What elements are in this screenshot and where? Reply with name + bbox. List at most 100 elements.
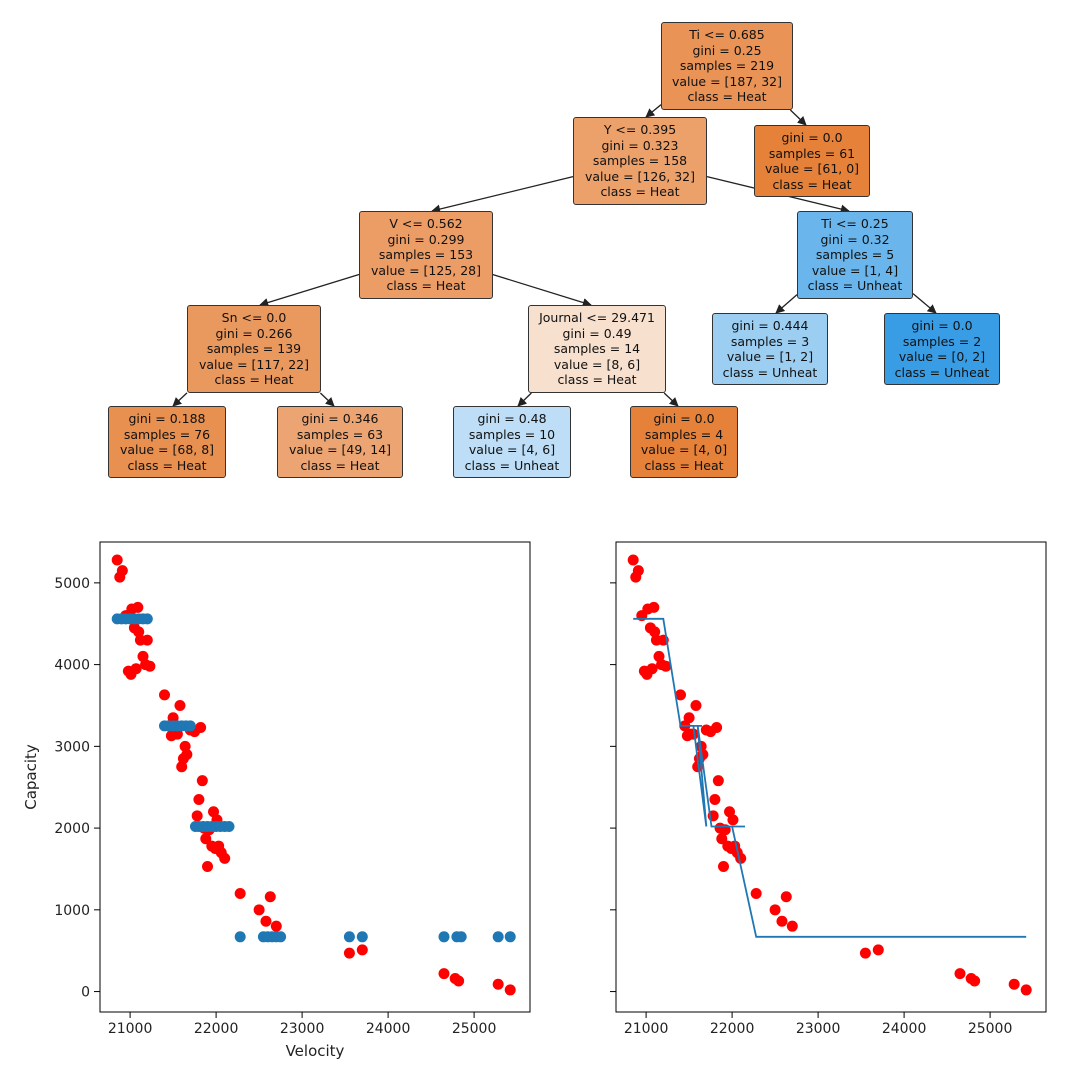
tree-node-line: Sn <= 0.0 — [221, 310, 287, 325]
tree-edge — [912, 293, 937, 314]
tree-node-line: samples = 153 — [378, 247, 474, 262]
y-tick-label: 4000 — [54, 658, 90, 674]
tree-node-line: class = Heat — [214, 372, 294, 387]
x-tick-label: 22000 — [710, 1021, 755, 1037]
actual-point — [133, 626, 145, 638]
actual-point — [234, 887, 246, 899]
tree-node-line: gini = 0.299 — [387, 231, 465, 247]
tree-edge — [259, 273, 360, 307]
tree-node-n12: gini = 0.0 samples = 4 value = [4, 0] class… — [630, 406, 738, 478]
tree-node-n10: gini = 0.346 samples = 63 value = [49, 14]… — [277, 406, 403, 478]
actual-point — [111, 554, 123, 566]
tree-node-line: value = [125, 28] — [370, 262, 482, 278]
x-tick-label: 23000 — [280, 1021, 325, 1037]
tree-node-line: samples = 158 — [592, 153, 688, 168]
tree-node-line: class = Heat — [687, 89, 767, 104]
tree-node-line: class = Unheat — [464, 457, 560, 473]
tree-node-line: samples = 3 — [730, 333, 810, 349]
tree-node-line: value = [0, 2] — [898, 349, 986, 364]
actual-point — [776, 915, 788, 927]
actual-point — [769, 904, 781, 916]
tree-node-n0: Ti <= 0.685 gini = 0.25 samples = 219 value… — [661, 22, 793, 110]
tree-node-line: value = [1, 2] — [726, 349, 814, 364]
y-tick-label: 3000 — [54, 739, 90, 755]
tree-node-line: samples = 139 — [206, 341, 302, 356]
actual-point — [969, 975, 981, 987]
tree-node-line: class = Unheat — [722, 364, 818, 380]
y-axis-label: Capacity — [22, 744, 40, 810]
actual-point — [859, 947, 871, 959]
line-plot-right: 21000 22000 23000 24000 25000 — [610, 541, 1047, 1037]
tree-node-n9: gini = 0.188 samples = 76 value = [68, 8] c… — [108, 406, 226, 478]
predicted-point — [343, 931, 355, 943]
tree-node-n2: gini = 0.0 samples = 61 value = [61, 0] cla… — [754, 125, 870, 197]
tree-node-line: samples = 76 — [123, 426, 211, 442]
tree-node-n1: Y <= 0.395 gini = 0.323 samples = 158 value… — [573, 117, 707, 205]
actual-point — [646, 663, 658, 675]
tree-node-line: value = [8, 6] — [553, 356, 641, 372]
tree-node-line: V <= 0.562 — [389, 216, 463, 231]
tree-node-line: class = Unheat — [807, 278, 903, 293]
actual-point — [438, 968, 450, 980]
predicted-point — [356, 931, 368, 943]
tree-node-line: samples = 10 — [468, 426, 556, 442]
actual-point — [132, 601, 144, 613]
tree-edge — [319, 392, 335, 407]
actual-point — [727, 814, 739, 826]
tree-node-n4: Ti <= 0.25 gini = 0.32 samples = 5 value = … — [797, 211, 913, 299]
actual-point — [872, 944, 884, 956]
tree-node-n11: gini = 0.48 samples = 10 value = [4, 6] cla… — [453, 406, 571, 478]
actual-point — [492, 978, 504, 990]
actual-point — [264, 891, 276, 903]
actual-point — [270, 920, 282, 932]
tree-node-n6: Journal <= 29.471 gini = 0.49 samples = 14… — [528, 305, 666, 393]
tree-node-line: gini = 0.49 — [562, 325, 632, 341]
actual-point — [786, 920, 798, 932]
x-tick-label: 25000 — [452, 1021, 497, 1037]
actual-point — [196, 775, 208, 787]
tree-edge — [517, 392, 532, 407]
tree-node-line: Ti <= 0.25 — [821, 216, 889, 231]
actual-point — [171, 728, 183, 740]
actual-point — [690, 699, 702, 711]
actual-point — [202, 861, 213, 873]
tree-edge — [645, 104, 662, 118]
actual-point — [116, 565, 128, 577]
y-tick-label: 0 — [81, 985, 90, 1001]
predicted-point — [141, 613, 153, 625]
tree-node-line: class = Heat — [772, 176, 852, 192]
tree-edge — [789, 109, 807, 126]
actual-point — [453, 975, 465, 987]
actual-point — [627, 554, 639, 566]
plot-frame — [615, 541, 1047, 1013]
actual-point — [260, 915, 272, 927]
tree-node-line: Ti <= 0.685 — [689, 27, 765, 42]
actual-point — [716, 833, 728, 845]
x-tick-label: 23000 — [796, 1021, 841, 1037]
tree-node-line: value = [49, 14] — [288, 442, 392, 457]
tree-node-line: class = Unheat — [894, 364, 990, 380]
tree-node-line: value = [68, 8] — [119, 442, 215, 457]
x-tick-label: 25000 — [968, 1021, 1013, 1037]
actual-point — [504, 984, 516, 996]
tree-node-n7: gini = 0.444 samples = 3 value = [1, 2] cla… — [712, 313, 828, 385]
plots-area: 21000 22000 23000 24000 25000 0 1000 2000 3000 40… — [22, 541, 1047, 1060]
actual-point — [193, 793, 205, 805]
tree-node-line: gini = 0.346 — [301, 411, 379, 426]
tree-node-line: gini = 0.323 — [601, 137, 679, 153]
actual-point — [253, 904, 265, 916]
x-tick-label: 24000 — [366, 1021, 411, 1037]
tree-node-line: gini = 0.444 — [731, 318, 809, 333]
tree-node-line: class = Heat — [557, 372, 637, 387]
tree-node-line: gini = 0.0 — [653, 411, 715, 426]
actual-point — [660, 660, 672, 672]
actual-point — [179, 740, 191, 752]
x-tick-label: 22000 — [194, 1021, 239, 1037]
tree-node-line: gini = 0.266 — [215, 325, 293, 341]
tree-edge — [172, 392, 188, 407]
actual-point — [683, 712, 695, 724]
tree-node-line: class = Heat — [644, 457, 724, 473]
tree-edge — [663, 392, 679, 407]
tree-node-line: value = [117, 22] — [198, 356, 310, 372]
tree-node-line: gini = 0.32 — [820, 231, 890, 247]
